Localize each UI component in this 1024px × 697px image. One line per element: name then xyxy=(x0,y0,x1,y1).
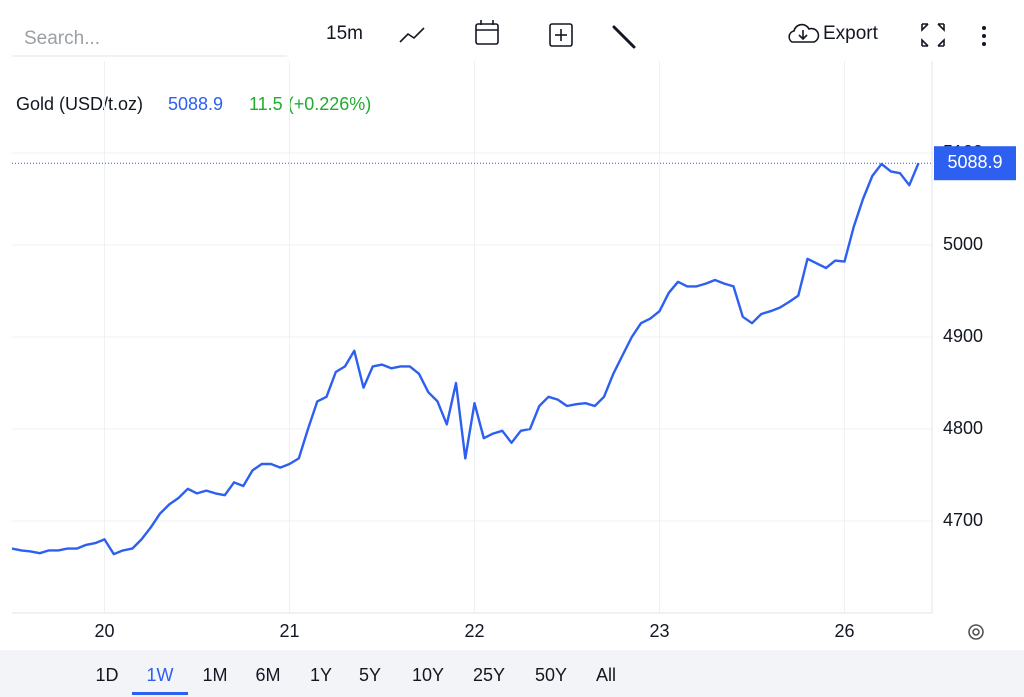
price-line xyxy=(11,162,920,556)
calendar-icon[interactable] xyxy=(475,20,499,45)
export-label[interactable]: Export xyxy=(823,23,879,44)
settings-tool-icon[interactable] xyxy=(612,25,636,49)
search-input[interactable]: Search... xyxy=(24,28,100,49)
fullscreen-icon[interactable] xyxy=(921,23,945,47)
last-price-label: 5088.9 xyxy=(947,152,1002,172)
y-tick-label: 5000 xyxy=(943,234,983,254)
range-selected-underline xyxy=(132,692,188,695)
x-tick-label: 23 xyxy=(649,621,669,641)
legend-value: 5088.9 xyxy=(168,94,223,114)
y-tick-label: 4900 xyxy=(943,326,983,346)
range-button[interactable]: 1M xyxy=(202,665,227,685)
range-button[interactable]: 6M xyxy=(255,665,280,685)
legend-name: Gold (USD/t.oz) xyxy=(16,94,143,114)
range-bar xyxy=(0,650,1024,697)
range-button[interactable]: All xyxy=(596,665,616,685)
range-button[interactable]: 1D xyxy=(95,665,118,685)
export-button[interactable]: Export xyxy=(788,23,879,44)
y-tick-label: 4700 xyxy=(943,510,983,530)
range-buttons: 1D 1W 1M 6M 1Y 5Y 10Y 25Y 50Y All xyxy=(95,665,616,695)
more-menu-icon[interactable] xyxy=(982,26,986,46)
x-tick-label: 21 xyxy=(279,621,299,641)
add-indicator-icon[interactable] xyxy=(549,23,573,47)
y-tick-label: 4800 xyxy=(943,418,983,438)
legend-change: 11.5 (+0.226%) xyxy=(249,94,371,114)
range-button[interactable]: 1Y xyxy=(310,665,332,685)
chart-settings-icon[interactable] xyxy=(968,624,984,640)
chart-type-icon[interactable] xyxy=(399,27,425,43)
range-button[interactable]: 5Y xyxy=(359,665,381,685)
plot-area xyxy=(11,61,932,613)
range-button[interactable]: 50Y xyxy=(535,665,567,685)
x-tick-label: 20 xyxy=(94,621,114,641)
range-button[interactable]: 25Y xyxy=(473,665,505,685)
last-price-box xyxy=(934,146,1016,181)
x-tick-label: 26 xyxy=(834,621,854,641)
range-button[interactable]: 1W xyxy=(147,665,174,685)
range-button[interactable]: 10Y xyxy=(412,665,444,685)
interval-button[interactable]: 15m xyxy=(326,23,363,44)
x-tick-label: 22 xyxy=(464,621,484,641)
